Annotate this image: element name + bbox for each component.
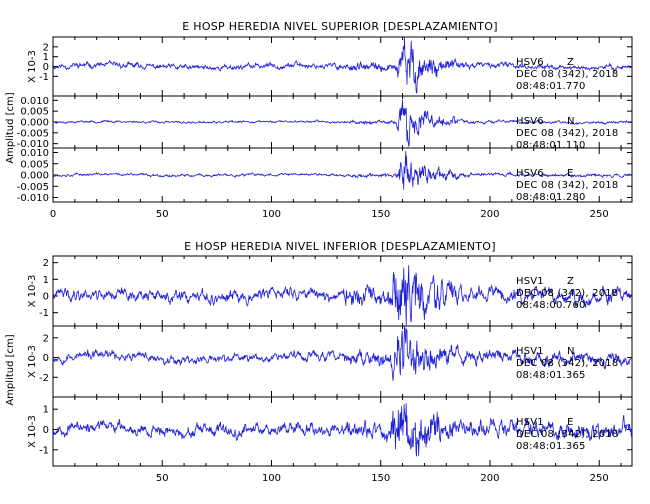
date-label: DEC 08 (342), 2018 [516,288,618,299]
y-tick-label: 0.005 [20,159,49,170]
y-tick-label: -1 [39,445,49,456]
y-tick-label: -0.010 [17,193,49,204]
station-label: HSV1 [516,417,544,428]
x-axis-lower: 50 100 150 200 250 [156,473,609,484]
date-label: DEC 08 (342), 2018 [516,429,618,440]
y-tick-label: 0 [43,292,49,303]
component-label: E [567,168,574,179]
y-tick-label: 2 [43,333,49,344]
waveform-hsv1-e [52,403,633,457]
y-tick-label: -0.005 [17,182,49,193]
station-label: HSV1 [516,346,544,357]
time-label: 08:48:01.280 [516,192,586,203]
component-label: E [567,417,574,428]
y-tick-label: 0.000 [20,118,49,129]
chart-title-upper: E HOSP HEREDIA NIVEL SUPERIOR [DESPLAZAM… [182,20,498,33]
time-label: 08:48:01.365 [516,441,586,452]
y-tick-label: 0.010 [20,96,49,107]
waveform-hsv6-n [52,99,633,147]
x-tick-label: 200 [480,209,499,220]
station-label: HSV6 [516,168,544,179]
date-label: DEC 08 (342), 2018 [516,69,618,80]
station-label: HSV6 [516,57,544,68]
x-tick-label: 50 [156,473,169,484]
date-label: DEC 08 (342), 2018 [516,180,618,191]
component-label: N [567,116,575,127]
waveform-hsv1-n [52,325,633,381]
x-tick-label: 250 [590,473,609,484]
x-tick-label: 100 [262,473,281,484]
y-axis-label-lower: Amplitud [cm] [5,334,16,405]
station-label: HSV6 [516,116,544,127]
x-tick-label: 100 [262,209,281,220]
component-label: Z [567,57,574,68]
y-tick-label: 2 [43,258,49,269]
x-axis-upper: 0 50 100 150 200 250 [50,209,609,220]
y-tick-label: 1 [43,275,49,286]
y-tick-label: -1 [39,72,49,83]
station-label: HSV1 [516,276,544,287]
chart-title-lower: E HOSP HEREDIA NIVEL INFERIOR [DESPLAZAM… [184,240,496,253]
y-tick-label: 0.000 [20,171,49,182]
y-tick-label: -1 [39,308,49,319]
scale-label: X 10-3 [27,415,38,448]
x-tick-label: 50 [156,209,169,220]
time-label: 08:48:01.770 [516,81,586,92]
x-tick-label: 150 [371,209,390,220]
waveform-hsv6-z [52,36,633,94]
x-tick-label: 150 [371,473,390,484]
y-tick-label: 1 [43,52,49,63]
scale-label: X 10-3 [27,345,38,378]
waveform-hsv1-z [52,265,633,327]
time-label: 08:48:01.365 [516,370,586,381]
date-label: DEC 08 (342), 2018 [516,128,618,139]
y-tick-label: -0.005 [17,128,49,139]
time-label: 08:48:00.760 [516,300,586,311]
component-label: Z [567,276,574,287]
y-tick-label: -2 [39,373,49,384]
time-label: 08:48:01.110 [516,140,586,151]
y-tick-label: 1 [43,405,49,416]
y-axis-label-upper: Amplitud [cm] [5,92,16,163]
x-tick-label: 200 [480,473,499,484]
y-tick-label: 2 [43,42,49,53]
y-tick-label: 0 [43,353,49,364]
y-tick-label: 0.010 [20,148,49,159]
x-tick-label: 0 [50,209,56,220]
date-label: DEC 08 (342), 2018 [516,358,618,369]
waveform-hsv6-e [52,150,633,190]
y-tick-label: -0.010 [17,139,49,150]
component-label: N [567,346,575,357]
y-tick-label: 0.005 [20,107,49,118]
x-tick-label: 250 [590,209,609,220]
y-tick-label: 0 [43,425,49,436]
y-tick-label: 0 [43,62,49,73]
scale-label: X 10-3 [27,50,38,83]
scale-label: X 10-3 [27,275,38,308]
